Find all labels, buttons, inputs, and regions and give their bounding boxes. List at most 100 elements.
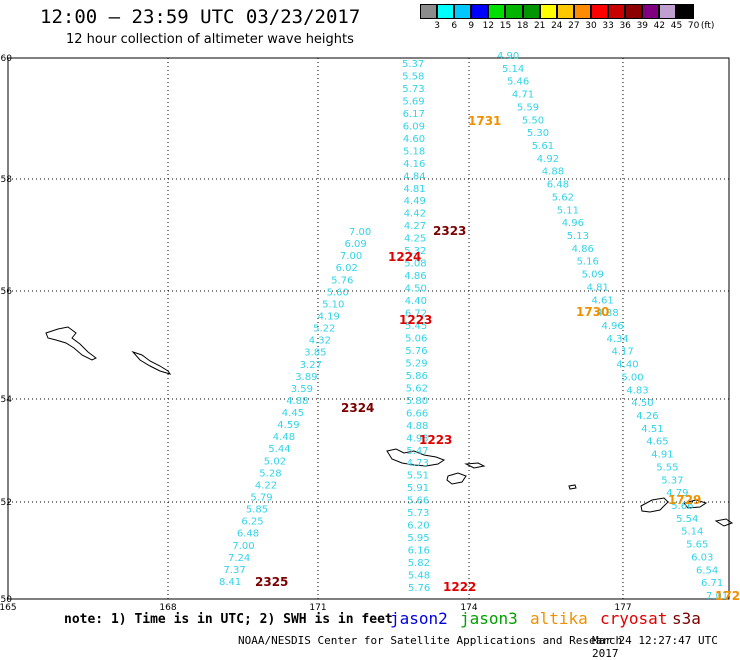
pass-number-label: 1223 xyxy=(419,433,452,447)
track1-value: 5.95 xyxy=(407,533,429,544)
map-title: 12:00 – 23:59 UTC 03/23/2017 xyxy=(40,6,361,28)
track2-value: 7.00 xyxy=(349,227,371,238)
track1-value: 5.29 xyxy=(405,358,427,369)
track1-value: 4.73 xyxy=(407,458,429,469)
track1-value: 6.20 xyxy=(407,521,429,532)
track2-value: 5.28 xyxy=(259,468,281,479)
track2-value: 5.60 xyxy=(327,287,349,298)
track1-value: 4.60 xyxy=(403,134,425,145)
track1-value: 4.84 xyxy=(403,171,425,182)
y-tick-label: 58 xyxy=(1,175,13,185)
pass-number-label: 1731 xyxy=(468,114,501,128)
small-island-1 xyxy=(464,462,486,469)
track3-value: 4.51 xyxy=(641,424,663,435)
legend-jason3: jason3 xyxy=(460,609,518,628)
colorbar-swatch xyxy=(488,4,506,19)
pass-number-label: 172 xyxy=(715,589,740,603)
track3-value: 4.81 xyxy=(587,282,609,293)
attu-island xyxy=(45,326,97,361)
altimeter-tracks: 5.375.585.735.696.176.094.605.184.164.84… xyxy=(219,51,728,602)
track1-value: 5.80 xyxy=(406,396,428,407)
track2-value: 4.59 xyxy=(277,420,299,431)
track1-value: 4.16 xyxy=(403,159,425,170)
track1-value: 5.18 xyxy=(403,146,425,157)
colorbar-swatch xyxy=(659,4,677,19)
track1-value: 5.37 xyxy=(402,59,424,70)
track3-value: 5.11 xyxy=(557,205,579,216)
colorbar-swatch xyxy=(590,4,609,19)
track1-value: 5.91 xyxy=(407,483,429,494)
kiska-island xyxy=(386,448,446,467)
small-island-2 xyxy=(568,484,577,490)
track1-value: 5.47 xyxy=(406,446,428,457)
colorbar-tick-label: 70 xyxy=(687,21,700,31)
colorbar-swatch xyxy=(505,4,523,19)
colorbar-tick-label: 39 xyxy=(636,21,649,31)
track1-value: 5.08 xyxy=(404,259,426,270)
track3-value: 7.01 xyxy=(706,591,728,602)
colorbar-swatch xyxy=(539,4,557,19)
track3-value: 4.96 xyxy=(562,218,584,229)
x-tick-label: 165 xyxy=(0,603,17,613)
track3-value: 5.30 xyxy=(527,128,549,139)
track1-value: 4.86 xyxy=(404,271,426,282)
track1-value: 5.66 xyxy=(407,496,429,507)
track1-value: 6.17 xyxy=(403,109,425,120)
track2-value: 7.24 xyxy=(228,553,250,564)
track1-value: 5.45 xyxy=(405,321,427,332)
y-tick-label: 56 xyxy=(1,287,13,297)
track2-value: 5.76 xyxy=(331,275,353,286)
track2-value: 7.00 xyxy=(340,251,362,262)
colorbar-swatch xyxy=(420,4,438,19)
map-graticule xyxy=(8,58,729,599)
colorbar-labels: 3 6 9 12 15 18 21 24 27 30 33 36 39 42 45 70 (ft) xyxy=(420,21,740,35)
colorbar-tick-label: 3 xyxy=(434,21,440,31)
track3-value: 6.48 xyxy=(547,180,569,191)
track3-value: 6.54 xyxy=(696,565,718,576)
track2-value: 5.10 xyxy=(322,299,344,310)
track1-value: 5.58 xyxy=(402,72,424,83)
colorbar-swatch xyxy=(608,4,626,19)
track1-value: 5.73 xyxy=(407,508,429,519)
track2-value: 4.48 xyxy=(273,432,295,443)
track3-value: 4.40 xyxy=(616,360,638,371)
track2-value: 8.41 xyxy=(219,577,241,588)
colorbar-swatch xyxy=(437,4,455,19)
track3-value: 4.26 xyxy=(636,411,658,422)
x-tick-label: 171 xyxy=(309,603,326,613)
map-subtitle: 12 hour collection of altimeter wave hei… xyxy=(66,32,354,47)
track3-value: 4.91 xyxy=(651,450,673,461)
colorbar-tick-label: 21 xyxy=(533,21,546,31)
track2-value: 3.27 xyxy=(300,360,322,371)
pass-number-label: 2325 xyxy=(255,575,288,589)
pass-number-label: 1730 xyxy=(576,305,609,319)
colorbar-tick-label: 45 xyxy=(670,21,683,31)
track2-value: 4.45 xyxy=(282,408,304,419)
track3-value: 6.03 xyxy=(691,552,713,563)
credit-line: NOAA/NESDIS Center for Satellite Applica… xyxy=(238,634,623,647)
pass-number-label: 2324 xyxy=(341,401,374,415)
track3-value: 4.65 xyxy=(646,437,668,448)
colorbar-tick-label: 33 xyxy=(602,21,614,31)
track3-value: 4.71 xyxy=(512,90,534,101)
colorbar-tick-label: 6 xyxy=(451,21,458,31)
legend-s3a: s3a xyxy=(672,609,701,628)
legend-altika: altika xyxy=(530,609,588,628)
axis-labels: 165 168 171 174 177 60 58 56 54 52 50 xyxy=(0,54,632,613)
track1-value: 4.49 xyxy=(404,196,426,207)
track3-value: 5.14 xyxy=(681,527,703,538)
generation-timestamp: Mar 24 12:27:47 UTC 2017 xyxy=(592,634,718,660)
track3-value: 5.37 xyxy=(661,475,683,486)
track2-value: 6.48 xyxy=(237,529,259,540)
track1-value: 5.48 xyxy=(408,571,430,582)
track2-value: 5.44 xyxy=(268,444,290,455)
colorbar-tick-label: 36 xyxy=(619,21,631,31)
adak-island xyxy=(640,497,669,513)
track1-value: 4.27 xyxy=(404,221,426,232)
colorbar-tick-label: 15 xyxy=(499,21,512,31)
track3-value: 4.86 xyxy=(572,244,594,255)
track3-value: 4.17 xyxy=(612,347,634,358)
track3-value: 5.54 xyxy=(676,514,698,525)
track2-value: 7.00 xyxy=(232,541,254,552)
track3-value: 5.61 xyxy=(532,141,554,152)
